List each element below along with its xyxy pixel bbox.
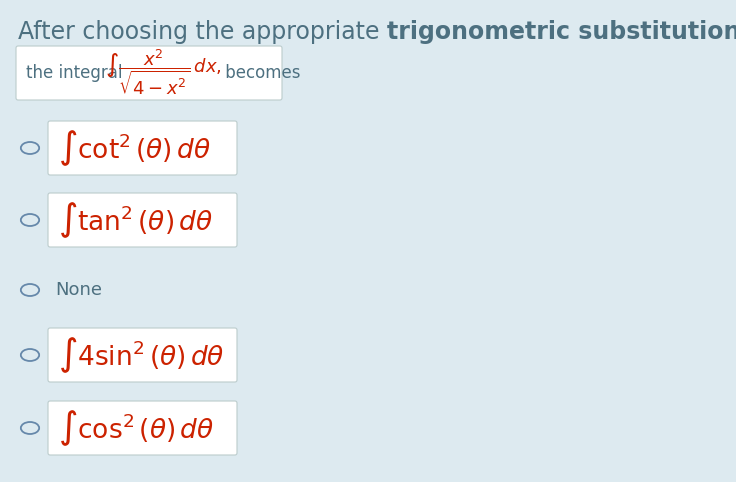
Text: $\int \tan^2(\theta)\,d\theta$: $\int \tan^2(\theta)\,d\theta$	[58, 200, 213, 240]
Text: $\int \dfrac{x^2}{\sqrt{4-x^2}}\,dx,$: $\int \dfrac{x^2}{\sqrt{4-x^2}}\,dx,$	[105, 48, 222, 98]
FancyBboxPatch shape	[16, 46, 282, 100]
FancyBboxPatch shape	[48, 328, 237, 382]
Text: trigonometric substitution: trigonometric substitution	[387, 20, 736, 44]
FancyBboxPatch shape	[48, 193, 237, 247]
Text: $\int 4\sin^2(\theta)\,d\theta$: $\int 4\sin^2(\theta)\,d\theta$	[58, 335, 224, 375]
Text: the integral: the integral	[26, 64, 128, 82]
FancyBboxPatch shape	[48, 401, 237, 455]
Text: becomes: becomes	[220, 64, 300, 82]
Text: $\int \cot^2(\theta)\,d\theta$: $\int \cot^2(\theta)\,d\theta$	[58, 128, 210, 168]
Text: None: None	[55, 281, 102, 299]
Text: $\int \cos^2(\theta)\,d\theta$: $\int \cos^2(\theta)\,d\theta$	[58, 408, 214, 448]
FancyBboxPatch shape	[48, 121, 237, 175]
Text: After choosing the appropriate: After choosing the appropriate	[18, 20, 387, 44]
